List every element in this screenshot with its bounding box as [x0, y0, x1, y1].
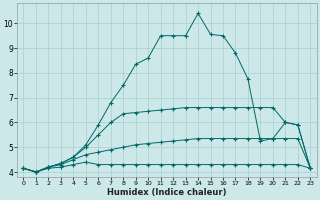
X-axis label: Humidex (Indice chaleur): Humidex (Indice chaleur): [107, 188, 227, 197]
